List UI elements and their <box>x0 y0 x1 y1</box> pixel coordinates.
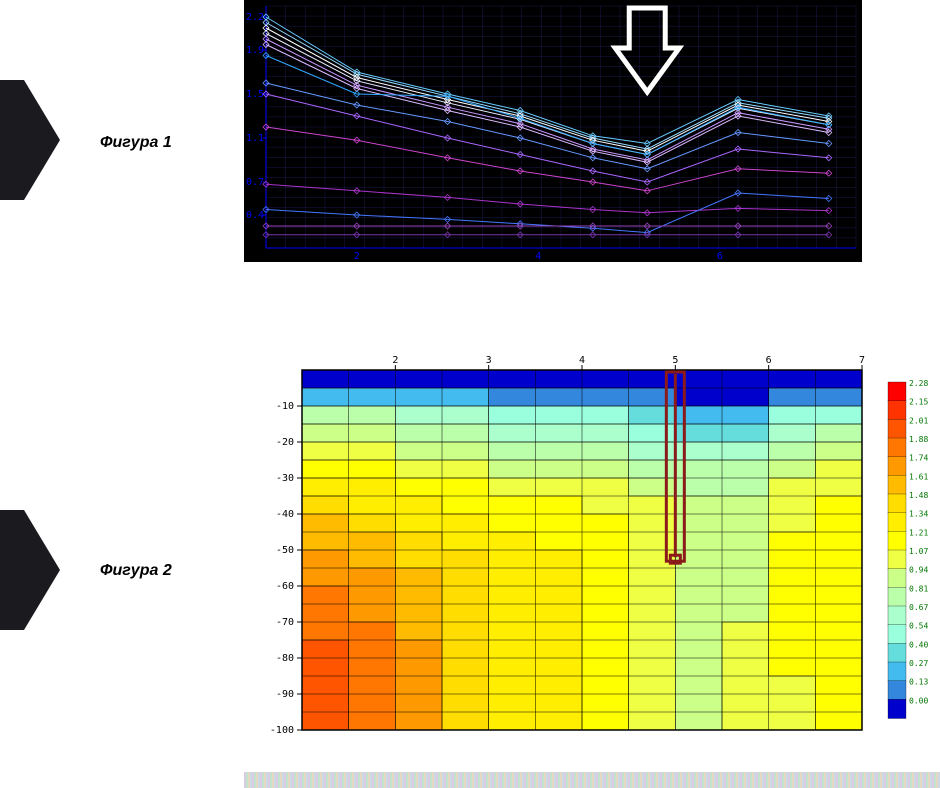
svg-text:0.27: 0.27 <box>909 659 928 668</box>
svg-text:0.13: 0.13 <box>909 678 928 687</box>
svg-text:1.74: 1.74 <box>909 454 928 463</box>
svg-text:4: 4 <box>535 251 541 262</box>
svg-text:6: 6 <box>717 251 723 262</box>
fig2-arrow-shape <box>0 510 60 630</box>
noise-strip <box>244 772 940 788</box>
svg-text:2.28: 2.28 <box>909 379 928 388</box>
svg-text:2: 2 <box>392 355 398 366</box>
svg-text:2.01: 2.01 <box>909 416 928 425</box>
svg-text:0.81: 0.81 <box>909 584 928 593</box>
svg-text:1.88: 1.88 <box>909 435 928 444</box>
fig2-label: Фигура 2 <box>100 562 172 580</box>
svg-text:2.15: 2.15 <box>909 398 928 407</box>
svg-text:-100: -100 <box>270 725 294 736</box>
svg-text:1.48: 1.48 <box>909 491 928 500</box>
svg-text:-10: -10 <box>276 401 294 412</box>
chart2-contour-heatmap: 2 3 4 5 6 7 -10 -20 -30 -40 -50 -60 -70 -80 -90 -100 2.2… <box>244 352 940 752</box>
svg-text:1.07: 1.07 <box>909 547 928 556</box>
svg-text:4: 4 <box>579 355 585 366</box>
svg-text:5: 5 <box>672 355 678 366</box>
svg-text:0.67: 0.67 <box>909 603 928 612</box>
svg-text:1.34: 1.34 <box>909 510 928 519</box>
fig1-arrow-shape <box>0 80 60 200</box>
svg-text:0.54: 0.54 <box>909 622 928 631</box>
svg-text:7: 7 <box>859 355 865 366</box>
svg-text:-30: -30 <box>276 473 294 484</box>
svg-text:1.61: 1.61 <box>909 472 928 481</box>
svg-text:-50: -50 <box>276 545 294 556</box>
svg-text:1.21: 1.21 <box>909 528 928 537</box>
svg-text:6: 6 <box>766 355 772 366</box>
svg-text:-20: -20 <box>276 437 294 448</box>
svg-text:-80: -80 <box>276 653 294 664</box>
svg-text:-70: -70 <box>276 617 294 628</box>
svg-text:3: 3 <box>486 355 492 366</box>
svg-text:2: 2 <box>354 251 360 262</box>
svg-text:-60: -60 <box>276 581 294 592</box>
svg-text:-40: -40 <box>276 509 294 520</box>
svg-text:2.2: 2.2 <box>246 12 264 23</box>
svg-text:0.94: 0.94 <box>909 566 928 575</box>
svg-text:-90: -90 <box>276 689 294 700</box>
chart1-line-plot: 2 4 6 0.4 0.7 1.1 1.5 1.9 2.2 <box>244 0 862 262</box>
svg-text:0.00: 0.00 <box>909 696 928 705</box>
svg-text:0.4: 0.4 <box>246 210 264 221</box>
svg-text:0.40: 0.40 <box>909 640 928 649</box>
svg-text:1.5: 1.5 <box>246 89 264 100</box>
svg-text:0.7: 0.7 <box>246 177 264 188</box>
svg-text:1.1: 1.1 <box>246 133 264 144</box>
svg-text:1.9: 1.9 <box>246 45 264 56</box>
fig1-label: Фигура 1 <box>100 134 172 152</box>
